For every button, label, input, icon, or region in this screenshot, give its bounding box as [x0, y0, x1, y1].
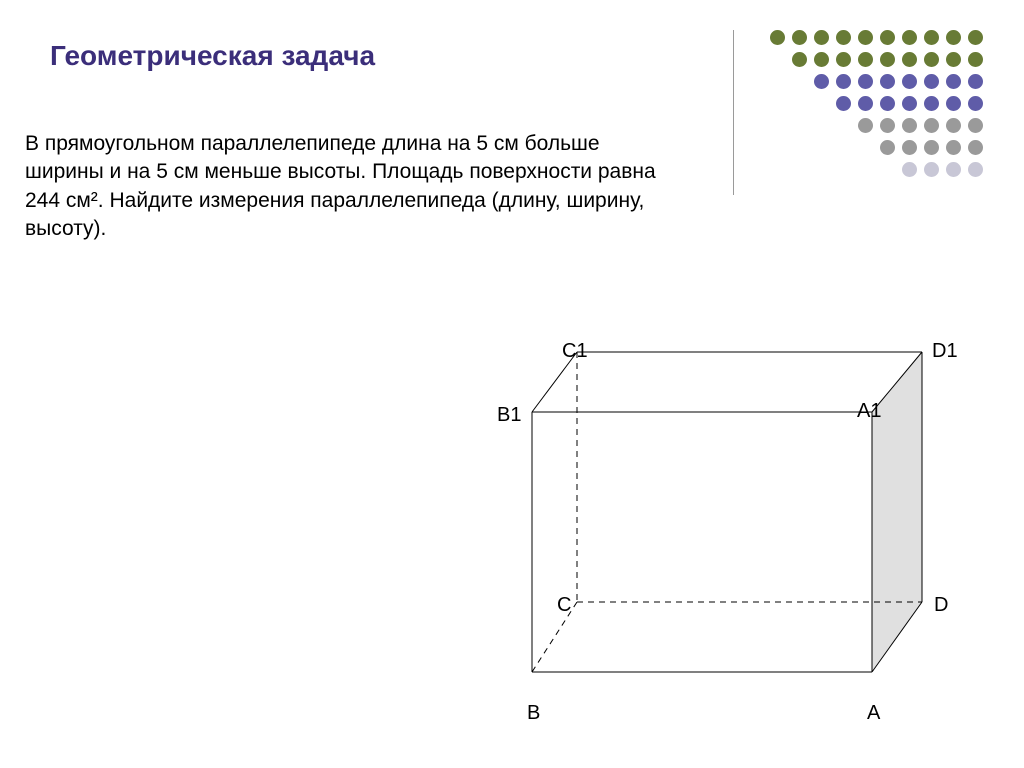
dot-icon — [968, 118, 983, 133]
problem-text: В прямоугольном параллелепипеде длина на… — [25, 130, 665, 243]
dot-icon — [924, 140, 939, 155]
dot-icon — [968, 74, 983, 89]
dot-icon — [946, 52, 961, 67]
vertex-label-D: D — [934, 594, 948, 617]
dot-icon — [880, 140, 895, 155]
dot-icon — [836, 74, 851, 89]
dot-icon — [902, 96, 917, 111]
parallelepiped-svg — [450, 350, 924, 674]
dot-icon — [902, 74, 917, 89]
vertex-label-C1: C1 — [562, 340, 588, 363]
page-title: Геометрическая задача — [50, 40, 375, 72]
dot-icon — [858, 30, 873, 45]
dot-icon — [968, 140, 983, 155]
dot-icon — [880, 30, 895, 45]
dot-icon — [814, 30, 829, 45]
dot-icon — [836, 96, 851, 111]
dot-icon — [902, 162, 917, 177]
dot-icon — [946, 162, 961, 177]
dot-icon — [946, 140, 961, 155]
dot-icon — [968, 96, 983, 111]
dot-icon — [968, 52, 983, 67]
dot-icon — [814, 74, 829, 89]
parallelepiped-diagram: BACDB1A1C1D1 — [450, 350, 924, 674]
dot-icon — [858, 74, 873, 89]
vertex-label-A1: A1 — [857, 400, 881, 423]
dot-icon — [836, 30, 851, 45]
dot-icon — [880, 96, 895, 111]
vertex-label-B1: B1 — [497, 404, 521, 427]
vertex-label-D1: D1 — [932, 340, 958, 363]
dot-icon — [814, 52, 829, 67]
vertex-label-C: C — [557, 594, 571, 617]
dot-icon — [946, 74, 961, 89]
dot-icon — [880, 52, 895, 67]
dot-icon — [902, 140, 917, 155]
dot-icon — [880, 74, 895, 89]
dot-icon — [858, 118, 873, 133]
dot-icon — [924, 118, 939, 133]
dot-icon — [858, 96, 873, 111]
dot-icon — [792, 30, 807, 45]
dot-icon — [902, 30, 917, 45]
slide: Геометрическая задача В прямоугольном па… — [0, 0, 1024, 768]
vertex-label-B: B — [527, 702, 540, 725]
dot-icon — [924, 96, 939, 111]
dot-icon — [968, 30, 983, 45]
dot-icon — [924, 162, 939, 177]
dot-icon — [946, 96, 961, 111]
dot-icon — [902, 52, 917, 67]
dot-icon — [770, 30, 785, 45]
dot-icon — [792, 52, 807, 67]
dot-icon — [968, 162, 983, 177]
dot-icon — [836, 52, 851, 67]
vertex-label-A: A — [867, 702, 880, 725]
dot-icon — [880, 118, 895, 133]
dot-icon — [858, 52, 873, 67]
dot-icon — [902, 118, 917, 133]
vertical-divider — [733, 30, 734, 195]
dot-icon — [924, 74, 939, 89]
dot-icon — [924, 30, 939, 45]
dot-icon — [946, 118, 961, 133]
dot-icon — [924, 52, 939, 67]
dot-icon — [946, 30, 961, 45]
